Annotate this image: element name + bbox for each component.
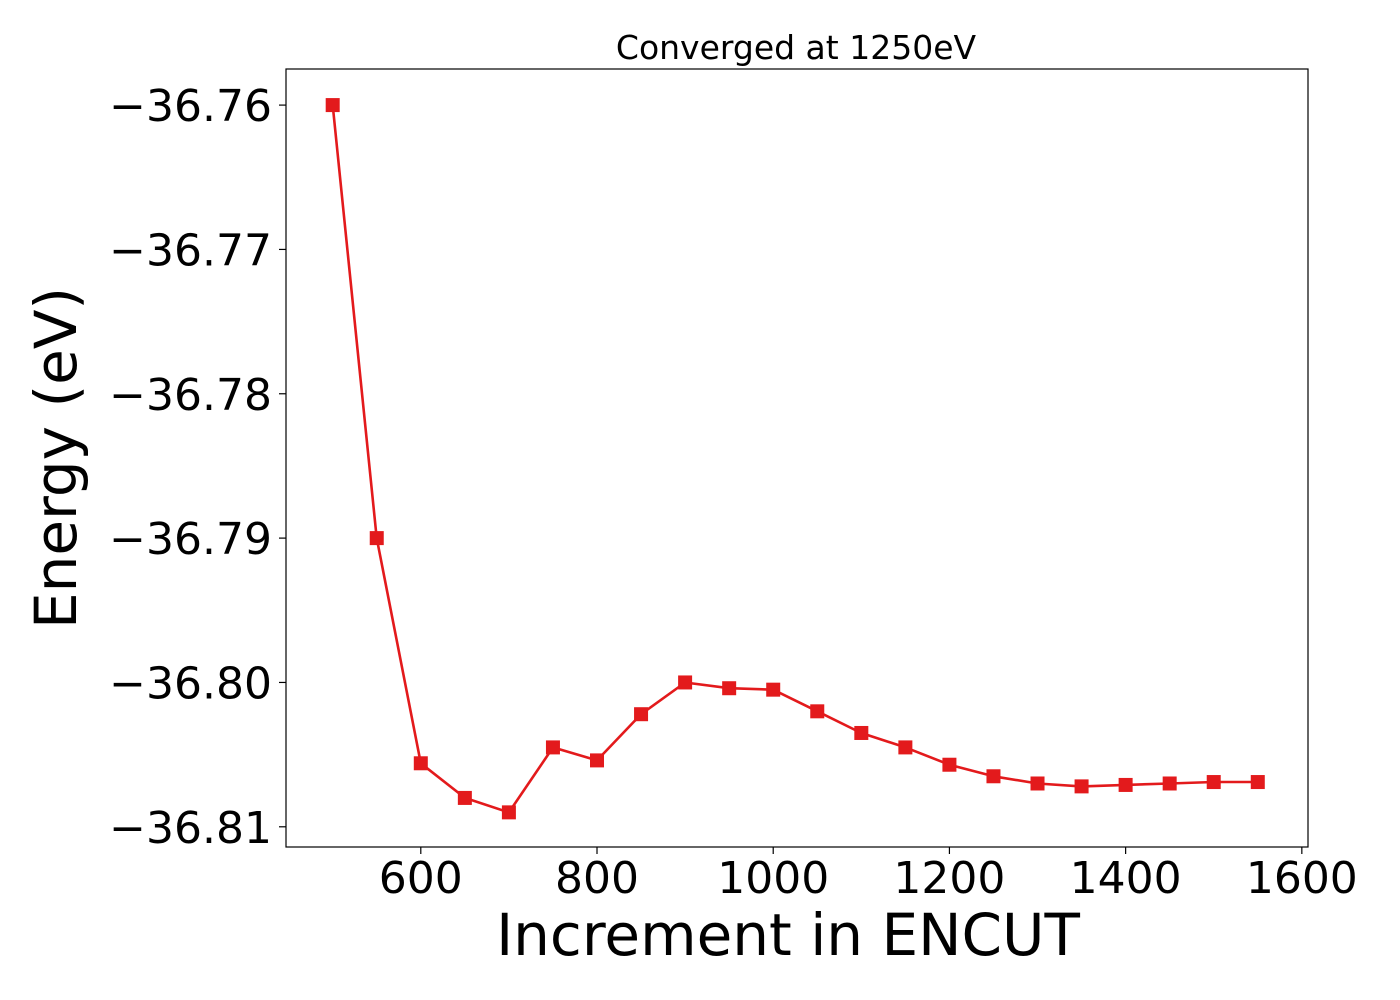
x-tick-label: 1600 [1246,853,1358,904]
data-point [369,531,384,546]
data-point [854,725,869,740]
series-line [331,104,1258,814]
data-point [766,682,781,697]
data-point [986,769,1001,784]
x-tick-label: 800 [555,853,639,904]
plot-frame [285,68,1309,848]
data-point [413,756,428,771]
data-point [810,704,825,719]
y-axis-label: Energy (eV) [22,287,90,629]
data-point [722,681,737,696]
data-point [1250,775,1265,790]
data-point [942,757,957,772]
x-tick-label: 1400 [1070,853,1182,904]
data-point [898,740,913,755]
data-point [1030,776,1045,791]
data-point [457,790,472,805]
x-tick-label: 600 [379,853,463,904]
data-point [1118,777,1133,792]
x-tick-label: 1000 [717,853,829,904]
data-point [545,740,560,755]
x-tick-label: 1200 [893,853,1005,904]
y-tick-label: −36.79 [109,514,272,565]
data-point [1162,776,1177,791]
y-tick-label: −36.78 [109,370,272,421]
data-point [590,753,605,768]
y-tick-label: −36.80 [109,658,272,709]
y-tick-label: −36.77 [109,225,272,276]
data-point [1074,779,1089,794]
data-point [678,675,693,690]
data-point [325,98,340,113]
data-point [1206,775,1221,790]
data-point [634,707,649,722]
data-point [501,805,516,820]
x-axis-label: Increment in ENCUT [496,901,1080,969]
y-tick-label: −36.81 [109,803,272,854]
y-tick-label: −36.76 [109,81,272,132]
chart-title: Converged at 1250eV [616,28,977,67]
